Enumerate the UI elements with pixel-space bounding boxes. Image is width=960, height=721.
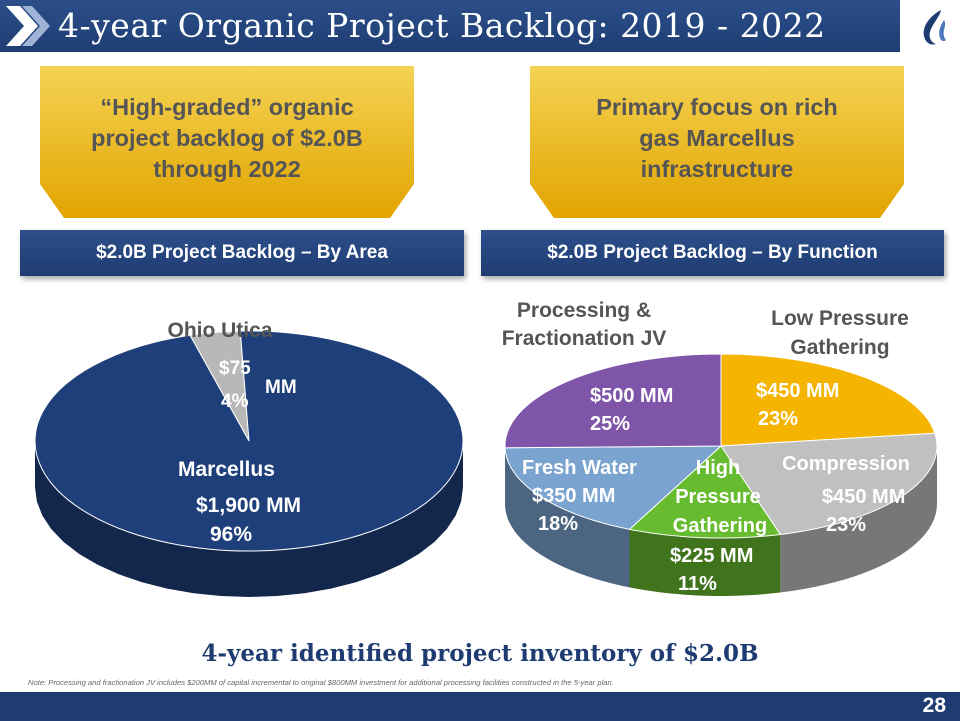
label-processing-percent: 25% — [590, 413, 630, 435]
label-marcellus-value: $1,900 MM — [196, 494, 301, 517]
band-by-area: $2.0B Project Backlog – By Area — [20, 230, 464, 276]
function-side-compression — [780, 446, 937, 593]
function-slice-low-pressure-gathering — [720, 353, 936, 447]
callout-focus-shape — [530, 66, 904, 218]
footnote: Note: Processing and fractionation JV in… — [28, 678, 614, 687]
label-fresh-water-percent: 18% — [538, 513, 578, 535]
label-low-pressure-value: $450 MM — [756, 380, 839, 402]
label-compression-percent: 23% — [826, 514, 866, 536]
label-ohio-utica-name: Ohio Utica — [167, 319, 272, 342]
summary-text: 4-year identified project inventory of $… — [201, 640, 759, 667]
label-fresh-water-value: $350 MM — [532, 485, 615, 507]
label-high-pressure-name-3: Gathering — [673, 515, 767, 537]
label-ohio-utica-value: $75 — [219, 358, 251, 379]
callout-focus-line-3: infrastructure — [640, 156, 794, 182]
label-high-pressure-name-1: High — [696, 457, 740, 479]
label-low-pressure-name-1: Low Pressure — [771, 307, 909, 330]
label-marcellus-percent: 96% — [210, 523, 252, 546]
function-slice-processing-fractionation-jv — [504, 353, 722, 449]
function-side-high-pressure-gathering — [629, 529, 781, 596]
page-number: 28 — [922, 694, 946, 717]
label-ohio-utica-unit: MM — [265, 377, 297, 398]
callout-focus: Primary focus on rich gas Marcellus infr… — [530, 66, 904, 220]
chevron-arrows-icon — [6, 6, 50, 46]
function-side-fresh-water — [505, 447, 630, 588]
label-high-pressure-percent: 11% — [678, 573, 717, 595]
function-slice-fresh-water — [504, 445, 723, 530]
flame-logo-icon — [923, 10, 946, 45]
logo — [900, 0, 960, 52]
function-slice-high-pressure-gathering — [628, 445, 782, 539]
label-marcellus-name: Marcellus — [178, 458, 275, 481]
callout-backlog-line-1: “High-graded” organic — [100, 94, 354, 120]
callout-backlog-line-2: project backlog of $2.0B — [91, 125, 363, 151]
label-processing-value: $500 MM — [590, 385, 673, 407]
label-ohio-utica-percent: 4% — [221, 391, 249, 412]
label-compression-value: $450 MM — [822, 486, 905, 508]
label-processing-name-1: Processing & — [517, 299, 651, 322]
callout-focus-line-1: Primary focus on rich — [596, 94, 838, 120]
label-low-pressure-percent: 23% — [758, 408, 798, 430]
title-bar: 4-year Organic Project Backlog: 2019 - 2… — [0, 0, 960, 52]
footer-bar — [0, 692, 960, 721]
label-low-pressure-name-2: Gathering — [790, 336, 889, 359]
label-processing-name-2: Fractionation JV — [502, 327, 667, 350]
callout-backlog-line-3: through 2022 — [153, 156, 301, 182]
slide-title: 4-year Organic Project Backlog: 2019 - 2… — [58, 6, 826, 45]
callout-backlog: “High-graded” organic project backlog of… — [40, 66, 414, 220]
area-side-marcellus — [35, 441, 463, 597]
function-slice-compression — [720, 432, 938, 535]
label-fresh-water-name: Fresh Water — [522, 457, 637, 479]
callout-focus-line-2: gas Marcellus — [639, 125, 795, 151]
band-by-function: $2.0B Project Backlog – By Function — [481, 230, 944, 276]
label-high-pressure-name-2: Pressure — [675, 486, 761, 508]
label-high-pressure-value: $225 MM — [670, 545, 753, 567]
callout-backlog-shape — [40, 66, 414, 218]
area-slice-marcellus — [34, 330, 464, 552]
label-compression-name: Compression — [782, 453, 910, 475]
